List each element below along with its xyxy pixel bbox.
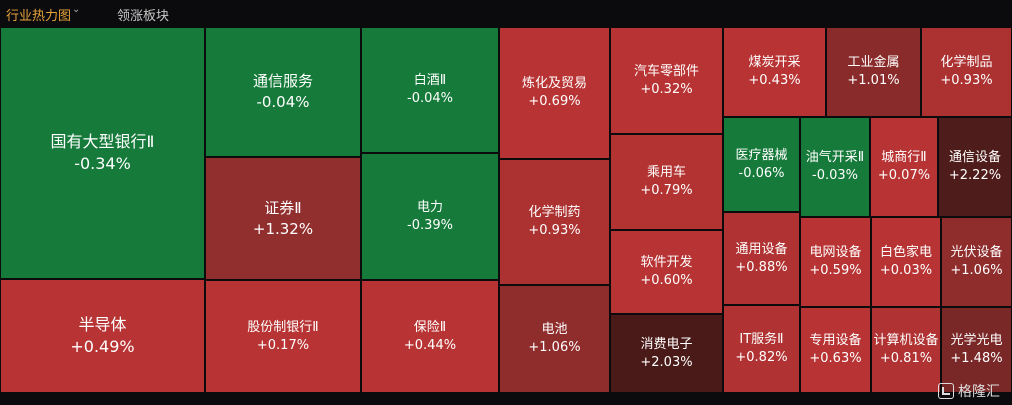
cell-change: +0.44% [403, 337, 457, 353]
cell-change: +1.01% [847, 73, 900, 88]
tab-industry-heatmap[interactable]: 行业热力图 [6, 9, 72, 24]
heatmap-cell[interactable]: 化学制药 +0.93% [499, 159, 610, 285]
heatmap-cell[interactable]: 保险Ⅱ +0.44% [361, 280, 499, 393]
cell-change: +1.06% [528, 340, 581, 355]
cell-change: +0.79% [640, 183, 693, 198]
cell-name: 通用设备 [735, 241, 788, 257]
heatmap-cell[interactable]: 电池 +1.06% [499, 285, 610, 393]
cell-change: +0.63% [809, 351, 862, 366]
cell-name: 国有大型银行Ⅱ [50, 132, 155, 151]
cell-change: +0.49% [70, 337, 135, 356]
cell-change: -0.06% [738, 165, 785, 181]
heatmap-cell[interactable]: 炼化及贸易 +0.69% [499, 27, 610, 159]
cell-name: IT服务Ⅱ [739, 332, 784, 347]
cell-change: +0.17% [256, 337, 310, 353]
cell-name: 股份制银行Ⅱ [247, 319, 319, 335]
cell-name: 白酒Ⅱ [413, 73, 447, 88]
cell-name: 电网设备 [809, 245, 862, 260]
cell-change: +0.59% [809, 263, 862, 278]
cell-change: -0.39% [407, 217, 453, 233]
heatmap-cell[interactable]: 专用设备 +0.63% [800, 307, 871, 393]
heatmap-cell[interactable]: 光学光电 +1.48% [941, 307, 1012, 393]
cell-change: +0.32% [640, 81, 693, 97]
cell-change: +0.60% [640, 273, 693, 288]
cell-name: 汽车零部件 [633, 63, 699, 79]
cell-name: 通信设备 [948, 150, 1001, 165]
cell-change: +1.32% [252, 219, 314, 238]
heatmap-cell[interactable]: 化学制品 +0.93% [921, 27, 1012, 117]
cell-change: +2.22% [948, 168, 1002, 183]
cell-name: 工业金属 [847, 55, 900, 70]
cell-name: 消费电子 [640, 336, 693, 352]
heatmap-cell[interactable]: IT服务Ⅱ +0.82% [723, 305, 800, 393]
heatmap-cell[interactable]: 国有大型银行Ⅱ -0.34% [0, 27, 205, 279]
heatmap-cell[interactable]: 电网设备 +0.59% [800, 217, 871, 307]
chevron-down-icon[interactable]: ⌄ [72, 4, 81, 15]
cell-name: 通信服务 [252, 72, 313, 90]
cell-name: 专用设备 [809, 333, 862, 348]
cell-name: 医疗器械 [735, 147, 788, 163]
cell-change: +0.69% [528, 94, 581, 109]
heatmap-cell[interactable]: 消费电子 +2.03% [610, 314, 723, 393]
cell-name: 计算机设备 [873, 333, 939, 348]
cell-name: 保险Ⅱ [413, 319, 447, 335]
heatmap-cell[interactable]: 通信设备 +2.22% [938, 117, 1012, 217]
cell-change: +0.82% [735, 350, 788, 365]
cell-change: +1.06% [950, 263, 1003, 278]
heatmap-cell[interactable]: 汽车零部件 +0.32% [610, 27, 723, 134]
cell-change: +2.03% [640, 354, 693, 370]
cell-name: 城商行Ⅱ [881, 150, 927, 165]
heatmap-cell[interactable]: 通用设备 +0.88% [723, 212, 800, 305]
watermark-text: 格隆汇 [958, 384, 1000, 400]
cell-name: 化学制品 [940, 55, 993, 70]
cell-name: 白色家电 [879, 245, 932, 260]
cell-name: 半导体 [78, 315, 127, 334]
heatmap-cell[interactable]: 白色家电 +0.03% [871, 217, 941, 307]
top-bar: 行业热力图 ⌄ 领涨板块 [0, 0, 1012, 27]
watermark-logo: 格隆汇 [938, 381, 1000, 401]
cell-name: 油气开采Ⅱ [805, 150, 865, 165]
heatmap-cell[interactable]: 城商行Ⅱ +0.07% [870, 117, 938, 217]
cell-name: 化学制药 [528, 205, 581, 220]
heatmap-cell[interactable]: 通信服务 -0.04% [205, 27, 361, 157]
cell-name: 炼化及贸易 [521, 76, 587, 91]
cell-change: +0.81% [879, 351, 933, 366]
cell-change: +1.48% [950, 351, 1003, 366]
heatmap-cell[interactable]: 乘用车 +0.79% [610, 134, 723, 230]
cell-change: +0.43% [748, 73, 801, 88]
cell-name: 乘用车 [646, 165, 686, 180]
heatmap-cell[interactable]: 光伏设备 +1.06% [941, 217, 1012, 307]
cell-change: -0.04% [407, 91, 453, 106]
heatmap-cell[interactable]: 计算机设备 +0.81% [871, 307, 941, 393]
cell-change: +0.07% [877, 168, 931, 183]
logo-icon [938, 383, 954, 399]
cell-name: 煤炭开采 [748, 55, 801, 70]
cell-name: 电池 [541, 322, 568, 337]
cell-change: -0.03% [812, 168, 858, 183]
cell-name: 证券Ⅱ [264, 198, 302, 217]
heatmap-cell[interactable]: 油气开采Ⅱ -0.03% [800, 117, 870, 217]
tab-leading-sectors[interactable]: 领涨板块 [117, 9, 170, 24]
heatmap-cell[interactable]: 股份制银行Ⅱ +0.17% [205, 280, 361, 393]
heatmap-cell[interactable]: 煤炭开采 +0.43% [723, 27, 826, 117]
cell-name: 软件开发 [640, 255, 693, 270]
cell-change: -0.34% [74, 154, 131, 173]
heatmap-cell[interactable]: 证券Ⅱ +1.32% [205, 157, 361, 280]
heatmap-cell[interactable]: 半导体 +0.49% [0, 279, 205, 393]
cell-change: +0.93% [940, 73, 993, 88]
heatmap-cell[interactable]: 医疗器械 -0.06% [723, 117, 800, 212]
cell-name: 光学光电 [950, 333, 1003, 348]
cell-change: -0.04% [256, 93, 310, 111]
bottom-strip [0, 393, 1012, 405]
cell-name: 光伏设备 [950, 245, 1003, 260]
heatmap-cell[interactable]: 软件开发 +0.60% [610, 230, 723, 314]
cell-change: +0.93% [528, 223, 581, 238]
heatmap-cell[interactable]: 白酒Ⅱ -0.04% [361, 27, 499, 153]
heatmap: 国有大型银行Ⅱ -0.34% 半导体 +0.49% 通信服务 -0.04% 证券… [0, 27, 1012, 393]
cell-name: 电力 [416, 199, 443, 215]
cell-change: +0.88% [735, 259, 788, 275]
heatmap-cell[interactable]: 电力 -0.39% [361, 153, 499, 280]
cell-change: +0.03% [879, 263, 933, 278]
heatmap-cell[interactable]: 工业金属 +1.01% [826, 27, 921, 117]
